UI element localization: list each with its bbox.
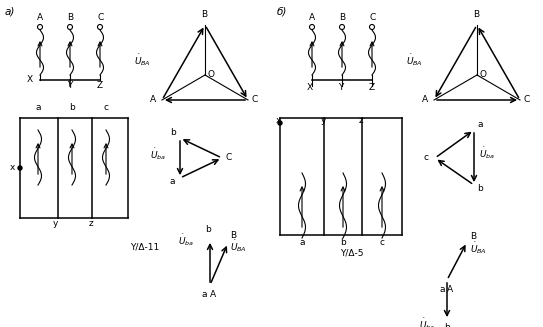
Text: $\dot{U}_{ba}$: $\dot{U}_{ba}$	[419, 316, 435, 327]
Text: $\dot{U}_{BA}$: $\dot{U}_{BA}$	[406, 53, 423, 68]
Text: y: y	[53, 219, 59, 228]
Text: z: z	[359, 116, 364, 125]
Text: б): б)	[277, 7, 287, 17]
Text: b: b	[340, 238, 346, 247]
Text: Y: Y	[67, 81, 72, 90]
Text: B: B	[201, 10, 207, 19]
Circle shape	[278, 121, 282, 125]
Text: x: x	[10, 163, 15, 172]
Text: A: A	[447, 285, 453, 294]
Text: O: O	[208, 70, 215, 79]
Text: $\dot{U}_{ba}$: $\dot{U}_{ba}$	[178, 233, 194, 249]
Text: Y/Δ-11: Y/Δ-11	[130, 243, 159, 252]
Text: C: C	[97, 13, 103, 22]
Text: $\dot{U}_{BA}$: $\dot{U}_{BA}$	[134, 53, 151, 68]
Text: $\dot{U}_{BA}$: $\dot{U}_{BA}$	[470, 240, 487, 255]
Text: X: X	[27, 75, 33, 84]
Text: z: z	[89, 219, 94, 228]
Text: b: b	[205, 225, 211, 234]
Text: b: b	[477, 184, 483, 193]
Text: $\dot{U}_{BA}$: $\dot{U}_{BA}$	[230, 239, 247, 254]
Text: b: b	[170, 128, 176, 137]
Text: B: B	[473, 10, 479, 19]
Text: $\dot{U}_{ba}$: $\dot{U}_{ba}$	[479, 146, 495, 161]
Text: A: A	[309, 13, 315, 22]
Text: $\dot{U}_{ba}$: $\dot{U}_{ba}$	[150, 146, 166, 162]
Text: a: a	[477, 120, 483, 129]
Text: B: B	[67, 13, 73, 22]
Text: a: a	[202, 290, 207, 299]
Text: C: C	[523, 95, 529, 104]
Text: b: b	[444, 323, 450, 327]
Text: c: c	[103, 103, 108, 112]
Text: Y: Y	[338, 83, 343, 92]
Text: a: a	[35, 103, 41, 112]
Circle shape	[18, 166, 22, 170]
Text: y: y	[321, 116, 326, 125]
Text: b: b	[69, 103, 75, 112]
Text: Y/Δ-5: Y/Δ-5	[340, 248, 363, 257]
Text: x: x	[276, 116, 281, 125]
Text: O: O	[480, 70, 487, 79]
Text: A: A	[422, 95, 428, 104]
Text: a: a	[299, 238, 305, 247]
Text: c: c	[423, 153, 428, 162]
Text: c: c	[379, 238, 384, 247]
Text: Z: Z	[97, 81, 103, 90]
Text: a: a	[170, 177, 175, 186]
Text: C: C	[251, 95, 257, 104]
Text: A: A	[150, 95, 156, 104]
Text: A: A	[37, 13, 43, 22]
Text: X: X	[307, 83, 313, 92]
Text: Z: Z	[369, 83, 375, 92]
Text: C: C	[225, 153, 231, 162]
Text: B: B	[470, 232, 476, 241]
Text: a: a	[439, 285, 445, 294]
Text: a): a)	[5, 7, 15, 17]
Text: C: C	[369, 13, 375, 22]
Text: B: B	[230, 231, 236, 240]
Text: A: A	[210, 290, 216, 299]
Text: B: B	[339, 13, 345, 22]
